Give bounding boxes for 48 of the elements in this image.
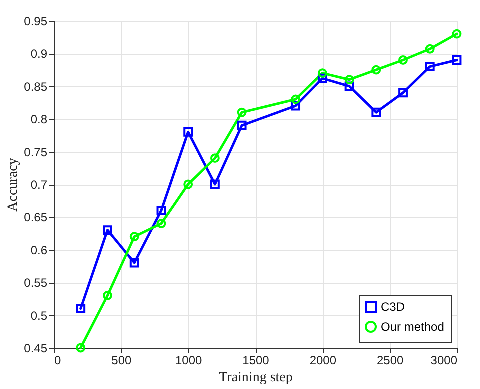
point	[130, 232, 140, 242]
point	[344, 82, 354, 92]
point	[210, 154, 220, 164]
x-tick-label: 500	[112, 354, 132, 368]
x-tick-label: 1500	[242, 354, 270, 368]
point	[291, 101, 301, 111]
point	[237, 120, 247, 130]
legend-label: C3D	[381, 300, 406, 314]
point	[318, 74, 328, 84]
x-tick-label: 2500	[376, 354, 404, 368]
point	[156, 219, 166, 228]
x-tick-label: 2000	[310, 354, 337, 368]
y-tick-label: 0.75	[24, 145, 48, 160]
point	[156, 206, 166, 216]
point	[452, 56, 462, 65]
point	[184, 180, 194, 190]
x-tick-label: 3000	[430, 354, 458, 368]
point	[184, 127, 194, 137]
point	[398, 88, 408, 98]
point	[76, 304, 86, 314]
point	[344, 75, 354, 85]
point	[372, 108, 382, 118]
y-tick-label: 0.6	[30, 243, 48, 258]
y-axis-title: Accuracy	[6, 158, 22, 212]
y-tick-label: 0.65	[24, 210, 48, 225]
point	[103, 290, 112, 300]
y-tick-label: 0.9	[30, 47, 48, 62]
point	[210, 180, 220, 190]
y-tick-label: 0.85	[24, 80, 48, 94]
y-tick-label: 0.5	[30, 308, 48, 323]
point	[425, 44, 435, 54]
y-tick-label: 0.45	[24, 342, 48, 356]
x-tick-label: 0	[54, 354, 62, 368]
point	[318, 68, 328, 78]
point	[237, 108, 247, 118]
y-tick-label: 0.7	[30, 178, 48, 192]
point	[398, 56, 408, 65]
x-axis-title: Training step	[219, 370, 293, 386]
point	[130, 258, 140, 268]
x-tick-label: 1000	[175, 354, 203, 368]
legend-label: Our method	[381, 320, 444, 334]
point	[372, 65, 382, 75]
point	[291, 94, 301, 104]
y-tick-label: 0.55	[24, 276, 48, 290]
y-tick-label: 0.95	[24, 14, 48, 28]
point	[425, 62, 435, 72]
y-tick-label: 0.8	[30, 112, 48, 127]
point	[103, 226, 112, 235]
